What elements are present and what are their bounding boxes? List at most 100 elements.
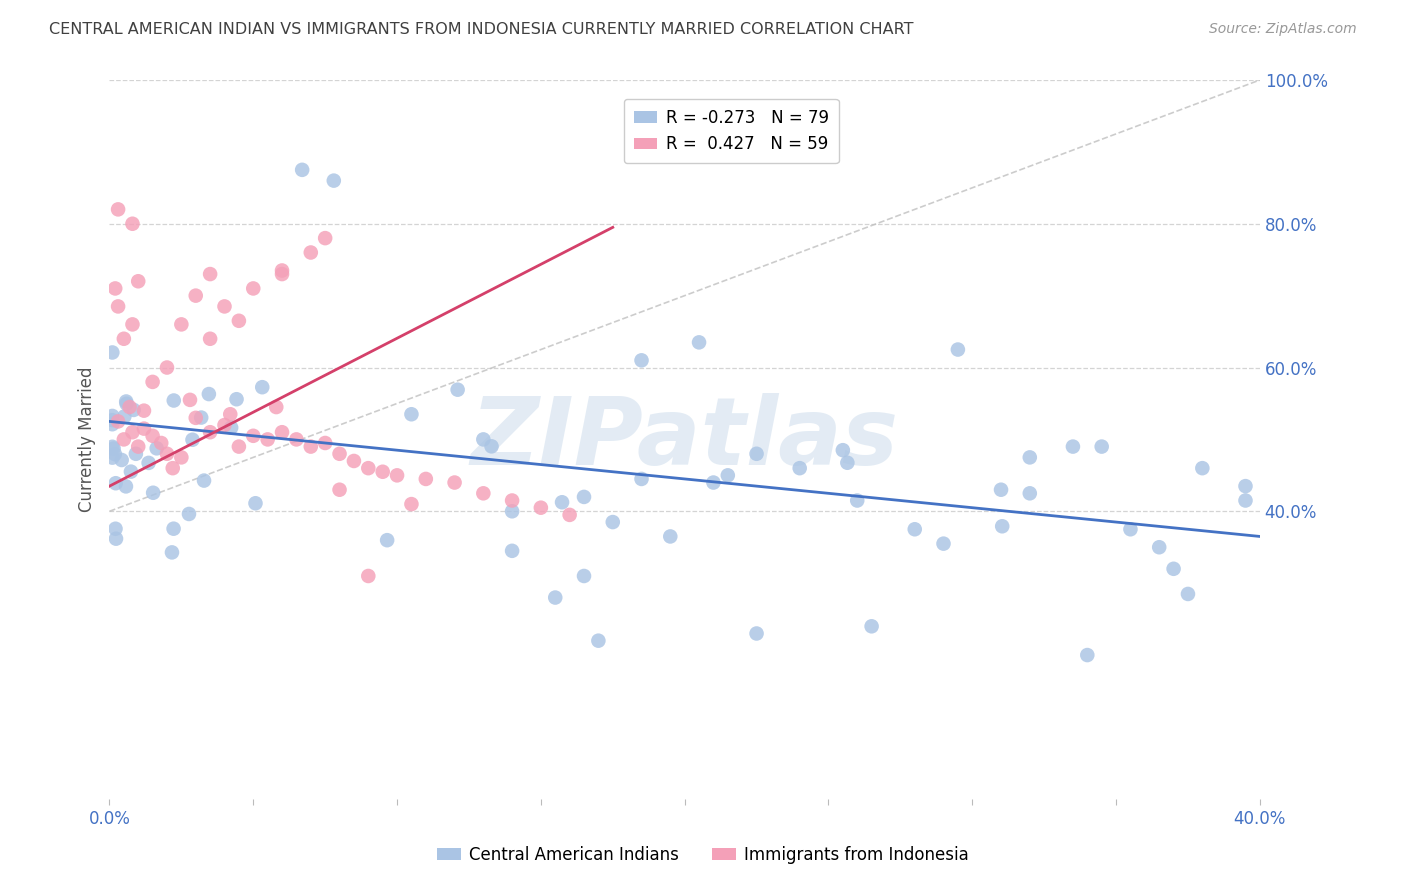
Point <box>112 433 135 447</box>
Point <box>745 447 768 461</box>
Point <box>357 569 380 583</box>
Point <box>401 407 423 421</box>
Point <box>1177 587 1199 601</box>
Point <box>481 439 503 453</box>
Point <box>846 493 869 508</box>
Point <box>104 476 127 491</box>
Point <box>107 300 129 314</box>
Point <box>142 485 165 500</box>
Point <box>371 465 394 479</box>
Point <box>256 433 278 447</box>
Point <box>118 400 141 414</box>
Point <box>101 417 124 432</box>
Point <box>163 393 186 408</box>
Point <box>107 202 129 217</box>
Point <box>328 447 350 461</box>
Point <box>501 504 523 518</box>
Point <box>121 217 143 231</box>
Point <box>162 461 184 475</box>
Point <box>946 343 969 357</box>
Point <box>343 454 366 468</box>
Point <box>115 479 138 493</box>
Point <box>688 335 710 350</box>
Point <box>121 318 143 332</box>
Point <box>103 442 125 456</box>
Point <box>150 436 173 450</box>
Point <box>443 475 465 490</box>
Point <box>225 392 247 407</box>
Point <box>501 544 523 558</box>
Y-axis label: Currently Married: Currently Married <box>79 367 96 512</box>
Point <box>115 397 138 411</box>
Point <box>291 162 314 177</box>
Point <box>142 429 165 443</box>
Point <box>214 300 236 314</box>
Point <box>132 422 155 436</box>
Point <box>264 400 287 414</box>
Point <box>120 465 142 479</box>
Point <box>271 425 294 440</box>
Point <box>184 288 207 302</box>
Point <box>170 450 193 465</box>
Point <box>530 500 553 515</box>
Point <box>198 387 221 401</box>
Point <box>446 383 468 397</box>
Point <box>271 263 294 277</box>
Point <box>228 440 250 454</box>
Point <box>789 461 811 475</box>
Point <box>385 468 408 483</box>
Point <box>101 450 124 465</box>
Point <box>105 532 128 546</box>
Point <box>242 281 264 295</box>
Point <box>745 626 768 640</box>
Point <box>219 407 242 421</box>
Point <box>630 472 652 486</box>
Point <box>472 433 495 447</box>
Point <box>401 497 423 511</box>
Point <box>991 519 1014 533</box>
Point <box>101 345 124 359</box>
Point <box>271 267 294 281</box>
Point <box>142 375 165 389</box>
Point <box>127 440 149 454</box>
Point <box>112 332 135 346</box>
Point <box>245 496 267 510</box>
Point <box>588 633 610 648</box>
Point <box>177 507 200 521</box>
Point <box>299 245 322 260</box>
Point <box>156 360 179 375</box>
Point <box>193 474 215 488</box>
Point <box>501 493 523 508</box>
Point <box>1076 648 1098 662</box>
Point <box>156 447 179 461</box>
Point <box>125 447 148 461</box>
Legend: Central American Indians, Immigrants from Indonesia: Central American Indians, Immigrants fro… <box>430 839 976 871</box>
Point <box>1091 440 1114 454</box>
Point <box>228 314 250 328</box>
Point <box>184 410 207 425</box>
Point <box>1018 486 1040 500</box>
Point <box>314 436 336 450</box>
Point <box>107 414 129 428</box>
Point <box>328 483 350 497</box>
Point <box>181 433 204 447</box>
Point <box>1147 540 1170 554</box>
Point <box>111 453 134 467</box>
Text: Source: ZipAtlas.com: Source: ZipAtlas.com <box>1209 22 1357 37</box>
Point <box>198 267 221 281</box>
Point <box>112 409 135 424</box>
Point <box>551 495 574 509</box>
Point <box>572 490 595 504</box>
Point <box>357 461 380 475</box>
Point <box>932 536 955 550</box>
Point <box>101 413 124 427</box>
Point <box>990 483 1012 497</box>
Text: CENTRAL AMERICAN INDIAN VS IMMIGRANTS FROM INDONESIA CURRENTLY MARRIED CORRELATI: CENTRAL AMERICAN INDIAN VS IMMIGRANTS FR… <box>49 22 914 37</box>
Point <box>179 392 201 407</box>
Point <box>170 318 193 332</box>
Point <box>314 231 336 245</box>
Point <box>1234 479 1257 493</box>
Point <box>214 417 236 432</box>
Point <box>1018 450 1040 465</box>
Point <box>717 468 740 483</box>
